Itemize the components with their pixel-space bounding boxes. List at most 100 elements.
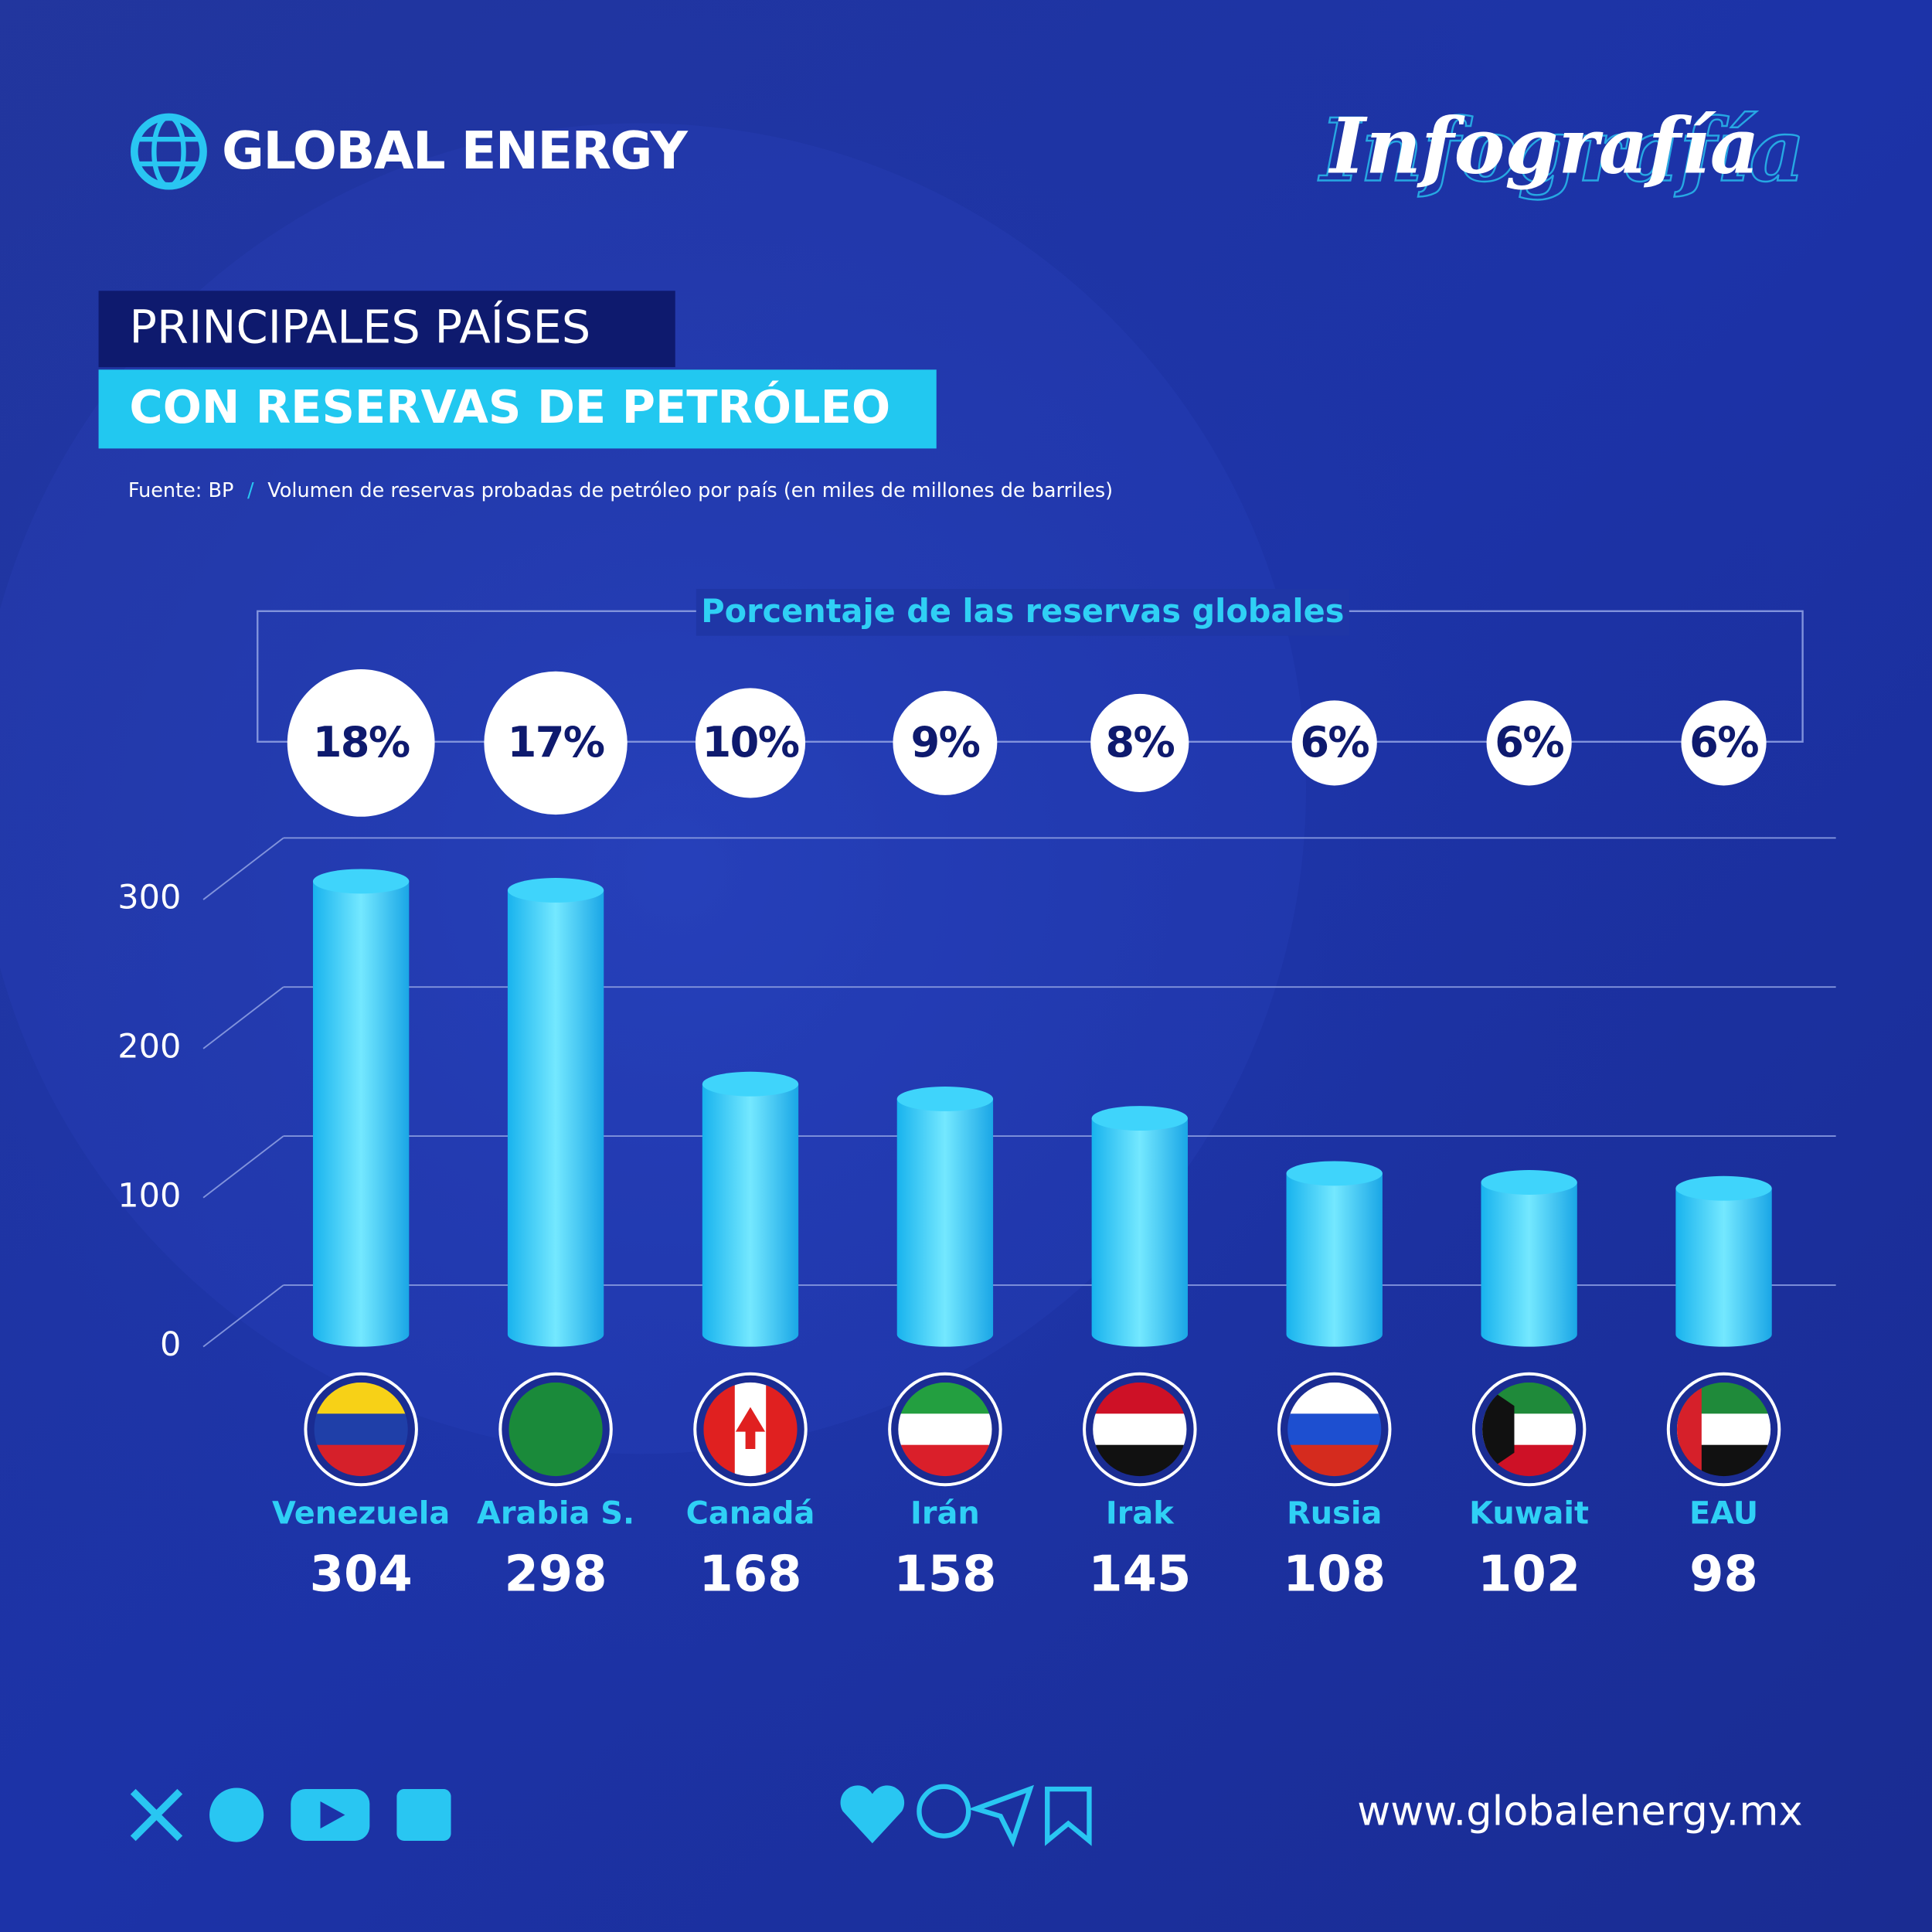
chart-title: PRINCIPALES PAÍSES [129, 300, 590, 353]
chart-subtitle: Volumen de reservas probadas de petróleo… [267, 479, 1113, 502]
bar [507, 878, 604, 1347]
bar-top [507, 878, 604, 903]
shares-label-bg [696, 589, 1349, 636]
flag-stripe [1093, 1413, 1187, 1447]
save-icon[interactable] [1045, 1786, 1092, 1846]
flag-body [509, 1382, 603, 1477]
share-label: 9% [910, 718, 979, 767]
bar [1091, 1106, 1188, 1347]
share-label: 8% [1105, 718, 1174, 767]
x-tick-label: Kuwait [1469, 1496, 1589, 1532]
x-icon[interactable] [130, 1788, 183, 1842]
bar-top [1091, 1106, 1188, 1131]
bar-body [1481, 1182, 1577, 1347]
bar [1675, 1175, 1772, 1347]
value-label: 145 [1088, 1546, 1191, 1603]
grid-line-perspective [202, 986, 284, 1049]
value-label: 304 [310, 1546, 413, 1603]
share-bubble [1291, 700, 1377, 786]
action-icons [840, 1784, 1092, 1848]
flag-shape [735, 1406, 766, 1449]
social-icons [130, 1787, 451, 1842]
flag [1083, 1372, 1197, 1487]
source-label: Fuente: BP [128, 479, 234, 502]
y-tick-label: 300 [117, 879, 181, 917]
x-tick-label: Rusia [1287, 1496, 1382, 1532]
footer-url[interactable]: www.globalenergy.mx [1357, 1788, 1802, 1835]
flag [1471, 1372, 1587, 1487]
flag-stripe [898, 1413, 992, 1447]
x-tick-label: Canadá [686, 1496, 815, 1532]
bar-top [1675, 1175, 1772, 1201]
share-bubble [287, 669, 435, 817]
bar [1481, 1170, 1577, 1347]
chart-title: CON RESERVAS DE PETRÓLEO [129, 380, 890, 434]
x-tick-label: EAU [1689, 1496, 1758, 1532]
bar [1286, 1161, 1383, 1347]
share-bubble [1486, 700, 1572, 786]
brand: GLOBAL ENERGY [222, 121, 689, 181]
shares-label: Porcentaje de las reservas globales [701, 593, 1344, 630]
share-icon[interactable] [968, 1784, 1035, 1848]
bar-top [312, 869, 410, 894]
share-bubble [484, 671, 628, 815]
value-label: 168 [699, 1546, 801, 1603]
flag [1666, 1372, 1781, 1487]
bar-body [1675, 1188, 1772, 1347]
linkedin-icon[interactable] [396, 1789, 451, 1842]
value-label: 98 [1689, 1546, 1758, 1603]
share-label: 18% [313, 718, 410, 767]
bar-body [312, 881, 410, 1347]
bar [702, 1071, 799, 1347]
flag [888, 1372, 1002, 1487]
flag [498, 1372, 613, 1487]
like-icon[interactable] [840, 1785, 905, 1844]
flag-stripe [509, 1382, 603, 1477]
x-tick-label: Irán [910, 1496, 980, 1532]
y-tick-label: 200 [117, 1027, 181, 1066]
share-label: 6% [1495, 718, 1563, 767]
flag-stripe [1287, 1413, 1382, 1447]
comment-icon[interactable] [917, 1784, 971, 1838]
bar-top [702, 1071, 799, 1097]
bar-top [1481, 1170, 1577, 1195]
bar-body [896, 1098, 994, 1347]
title-box [98, 369, 937, 449]
logo-meridian [151, 114, 186, 189]
bar-body [1286, 1173, 1383, 1347]
facebook-icon[interactable] [209, 1787, 264, 1842]
bar-top [896, 1087, 994, 1111]
share-bubble [695, 688, 806, 798]
value-label: 158 [893, 1546, 996, 1603]
bar-top [1286, 1161, 1383, 1186]
flag [1277, 1372, 1392, 1487]
x-tick-label: Irak [1106, 1496, 1175, 1532]
share-label: 10% [702, 718, 799, 767]
source-separator: / [247, 479, 254, 502]
bar [312, 869, 410, 1347]
youtube-play [320, 1801, 345, 1829]
bar-body [702, 1083, 799, 1347]
share-bubble [893, 690, 998, 795]
bar-body [507, 889, 604, 1347]
share-label: 17% [508, 718, 604, 767]
share-bubble [1090, 693, 1189, 793]
grid-line-perspective [202, 837, 284, 900]
x-tick-label: Arabia S. [477, 1496, 634, 1532]
grid-line-perspective [202, 1135, 284, 1199]
value-label: 102 [1478, 1546, 1580, 1603]
value-label: 108 [1283, 1546, 1386, 1603]
tag-shadow: Infografía [1318, 100, 1805, 201]
flag [304, 1372, 418, 1487]
flag [693, 1372, 808, 1487]
tag: Infografía [1328, 102, 1760, 192]
grid-line-perspective [202, 1284, 284, 1348]
bar-body [1091, 1118, 1188, 1347]
y-tick-label: 0 [160, 1325, 181, 1364]
x-tick-label: Venezuela [272, 1496, 450, 1532]
source: Fuente: BP / Volumen de reservas probada… [128, 479, 1113, 502]
value-label: 298 [505, 1546, 607, 1603]
share-bubble [1681, 700, 1767, 786]
